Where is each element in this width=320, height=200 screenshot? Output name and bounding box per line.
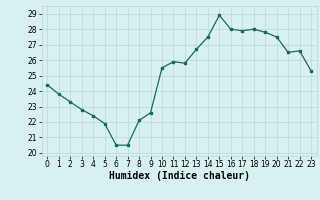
X-axis label: Humidex (Indice chaleur): Humidex (Indice chaleur)	[109, 171, 250, 181]
